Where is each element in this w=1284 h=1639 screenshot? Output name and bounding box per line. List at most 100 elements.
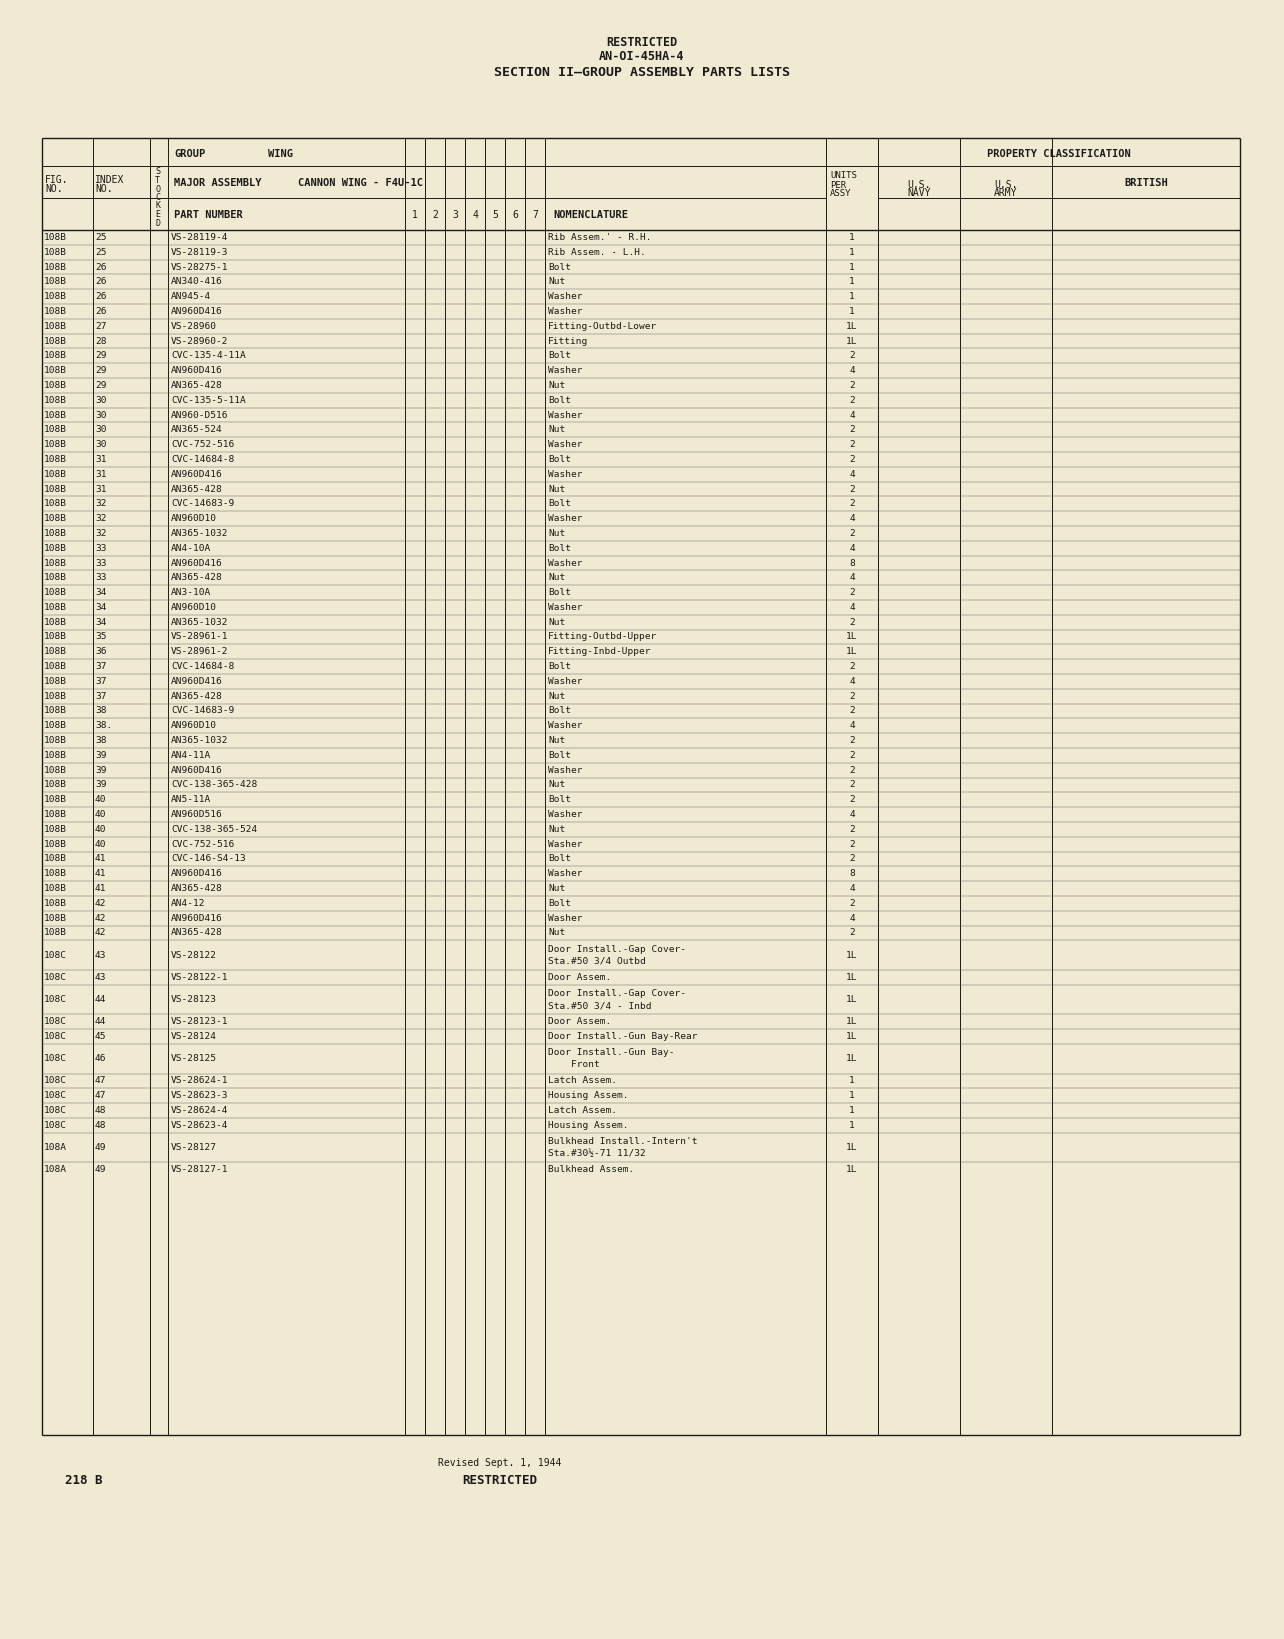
Text: Washer: Washer (548, 441, 583, 449)
Text: VS-28123: VS-28123 (171, 995, 217, 1005)
Text: 108C: 108C (44, 1106, 67, 1115)
Text: 1: 1 (849, 1077, 855, 1085)
Text: Washer: Washer (548, 839, 583, 849)
Text: 108B: 108B (44, 618, 67, 626)
Text: 29: 29 (95, 351, 107, 361)
Text: 48: 48 (95, 1121, 107, 1129)
Text: 2: 2 (849, 618, 855, 626)
Text: 1L: 1L (846, 1018, 858, 1026)
Text: U.S.: U.S. (994, 180, 1018, 190)
Text: 108B: 108B (44, 395, 67, 405)
Text: AN365-428: AN365-428 (171, 485, 222, 493)
Text: Bolt: Bolt (548, 751, 571, 760)
Text: VS-28960: VS-28960 (171, 321, 217, 331)
Text: Sta.#50 3/4 - Inbd: Sta.#50 3/4 - Inbd (548, 1001, 651, 1010)
Text: VS-28624-1: VS-28624-1 (171, 1077, 229, 1085)
Text: 108B: 108B (44, 574, 67, 582)
Text: Bolt: Bolt (548, 395, 571, 405)
Text: 25: 25 (95, 233, 107, 243)
Text: 108B: 108B (44, 929, 67, 938)
Text: 108B: 108B (44, 262, 67, 272)
Text: VS-28125: VS-28125 (171, 1054, 217, 1064)
Text: 2: 2 (849, 751, 855, 760)
Text: Nut: Nut (548, 277, 565, 287)
Text: K: K (155, 202, 160, 210)
Text: 2: 2 (849, 736, 855, 746)
Text: 30: 30 (95, 395, 107, 405)
Text: 39: 39 (95, 780, 107, 790)
Text: 2: 2 (849, 529, 855, 538)
Text: Bolt: Bolt (548, 795, 571, 805)
Text: Door Assem.: Door Assem. (548, 974, 611, 982)
Text: 48: 48 (95, 1106, 107, 1115)
Text: 108C: 108C (44, 1077, 67, 1085)
Text: 2: 2 (849, 588, 855, 597)
Text: 108C: 108C (44, 1018, 67, 1026)
Text: 108B: 108B (44, 839, 67, 849)
Text: CVC-14683-9: CVC-14683-9 (171, 706, 234, 716)
Text: 47: 47 (95, 1092, 107, 1100)
Text: 33: 33 (95, 559, 107, 567)
Text: 108B: 108B (44, 425, 67, 434)
Text: 1: 1 (849, 233, 855, 243)
Text: 1L: 1L (846, 995, 858, 1005)
Text: 4: 4 (849, 574, 855, 582)
Text: 2: 2 (849, 692, 855, 701)
Text: Nut: Nut (548, 485, 565, 493)
Text: Housing Assem.: Housing Assem. (548, 1121, 628, 1129)
Text: 26: 26 (95, 292, 107, 302)
Text: 44: 44 (95, 995, 107, 1005)
Text: Washer: Washer (548, 470, 583, 479)
Text: 7: 7 (532, 210, 538, 220)
Text: 1L: 1L (846, 1033, 858, 1041)
Text: 1: 1 (849, 262, 855, 272)
Text: AN4-10A: AN4-10A (171, 544, 212, 552)
Text: Washer: Washer (548, 677, 583, 685)
Text: 108B: 108B (44, 869, 67, 879)
Text: Latch Assem.: Latch Assem. (548, 1106, 618, 1115)
Text: Door Install.-Gap Cover-: Door Install.-Gap Cover- (548, 944, 686, 954)
Text: Fitting-Outbd-Upper: Fitting-Outbd-Upper (548, 633, 657, 641)
Text: 43: 43 (95, 974, 107, 982)
Text: 108B: 108B (44, 751, 67, 760)
Text: 4: 4 (473, 210, 478, 220)
Text: AN960D10: AN960D10 (171, 721, 217, 731)
Text: INDEX: INDEX (95, 175, 125, 185)
Text: 37: 37 (95, 662, 107, 670)
Text: 2: 2 (431, 210, 438, 220)
Text: 29: 29 (95, 380, 107, 390)
Text: AN-OI-45HA-4: AN-OI-45HA-4 (600, 51, 684, 64)
Text: Nut: Nut (548, 380, 565, 390)
Text: AN960D416: AN960D416 (171, 559, 222, 567)
Text: 4: 4 (849, 410, 855, 420)
Text: AN365-1032: AN365-1032 (171, 529, 229, 538)
Text: 4: 4 (849, 721, 855, 731)
Text: 4: 4 (849, 515, 855, 523)
Text: 4: 4 (849, 603, 855, 611)
Text: RESTRICTED: RESTRICTED (462, 1473, 538, 1487)
Text: 2: 2 (849, 662, 855, 670)
Text: RESTRICTED: RESTRICTED (606, 36, 678, 49)
Text: 2: 2 (849, 485, 855, 493)
Text: 42: 42 (95, 898, 107, 908)
Text: 47: 47 (95, 1077, 107, 1085)
Text: 31: 31 (95, 456, 107, 464)
Text: 34: 34 (95, 603, 107, 611)
Text: 108B: 108B (44, 544, 67, 552)
Text: 1: 1 (849, 1106, 855, 1115)
Text: AN960D10: AN960D10 (171, 515, 217, 523)
Text: ASSY: ASSY (829, 190, 851, 198)
Text: VS-28275-1: VS-28275-1 (171, 262, 229, 272)
Text: 2: 2 (849, 839, 855, 849)
Text: AN365-428: AN365-428 (171, 929, 222, 938)
Text: O: O (155, 185, 160, 193)
Text: 39: 39 (95, 765, 107, 775)
Text: VS-28961-1: VS-28961-1 (171, 633, 229, 641)
Text: 108B: 108B (44, 365, 67, 375)
Text: 1: 1 (849, 292, 855, 302)
Text: Housing Assem.: Housing Assem. (548, 1092, 628, 1100)
Text: 108B: 108B (44, 765, 67, 775)
Text: 8: 8 (849, 869, 855, 879)
Text: 108B: 108B (44, 780, 67, 790)
Text: AN960D416: AN960D416 (171, 470, 222, 479)
